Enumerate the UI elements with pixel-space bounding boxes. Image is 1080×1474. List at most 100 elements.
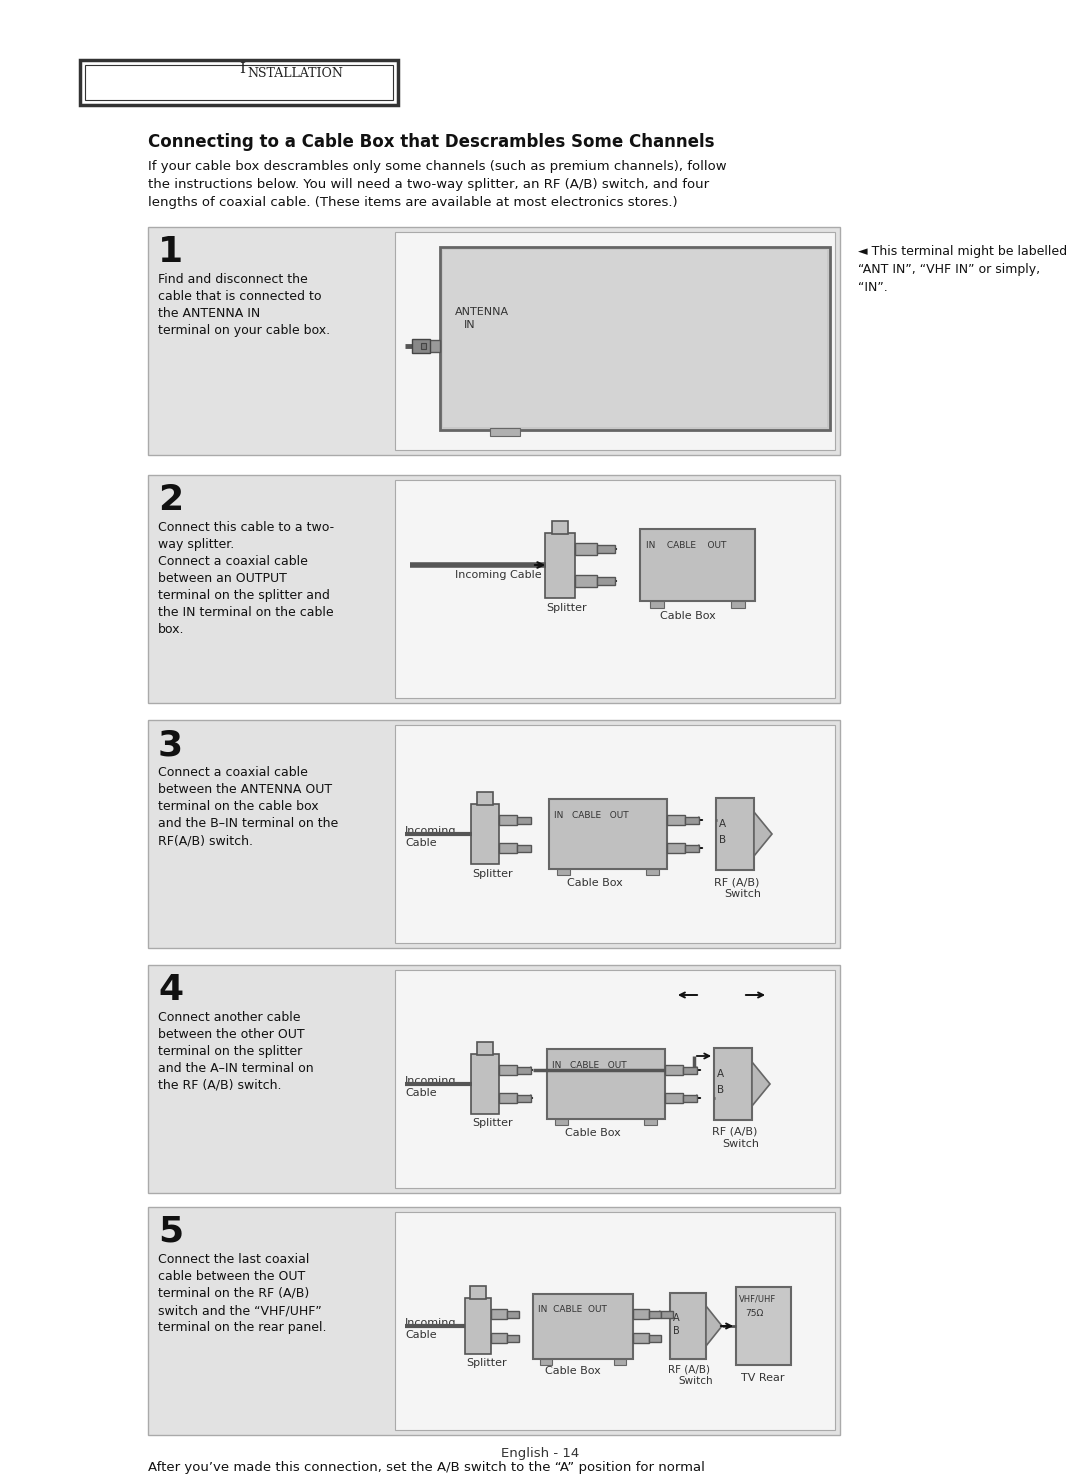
Bar [148, 1207, 840, 1436]
Text: Connect this cable to a two-: Connect this cable to a two- [158, 520, 334, 534]
Bar [685, 817, 699, 824]
Bar [683, 1067, 697, 1075]
Text: Connect the last coaxial: Connect the last coaxial [158, 1253, 309, 1266]
Text: 5: 5 [158, 1215, 184, 1248]
Text: Connect another cable: Connect another cable [158, 1011, 300, 1024]
Bar [650, 601, 664, 607]
Polygon shape [706, 1306, 723, 1346]
Bar [477, 1042, 492, 1055]
Bar [683, 1095, 697, 1103]
Text: Cable Box: Cable Box [660, 612, 716, 621]
Text: Splitter: Splitter [465, 1358, 507, 1368]
Bar [465, 1299, 491, 1355]
Text: “IN”.: “IN”. [858, 282, 888, 293]
Text: terminal on the rear panel.: terminal on the rear panel. [158, 1321, 326, 1334]
Text: Incoming Cable: Incoming Cable [455, 570, 542, 579]
Bar [615, 1359, 626, 1365]
Bar [395, 970, 835, 1188]
Text: 75Ω: 75Ω [745, 1309, 764, 1318]
Bar [148, 475, 840, 703]
Bar [517, 817, 531, 824]
Bar [471, 803, 499, 864]
Text: and the B–IN terminal on the: and the B–IN terminal on the [158, 817, 338, 830]
Text: IN  CABLE  OUT: IN CABLE OUT [538, 1304, 607, 1313]
Bar [633, 1332, 649, 1343]
Bar [507, 1335, 519, 1341]
Bar [549, 799, 667, 870]
Bar [575, 542, 597, 556]
Text: Splitter: Splitter [472, 870, 513, 879]
Text: TV Rear: TV Rear [741, 1372, 784, 1383]
Text: 1: 1 [158, 234, 184, 268]
Text: the ANTENNA IN: the ANTENNA IN [158, 307, 260, 320]
Text: Connecting to a Cable Box that Descrambles Some Channels: Connecting to a Cable Box that Descrambl… [148, 133, 715, 150]
Bar [557, 870, 570, 876]
Bar [649, 1335, 661, 1341]
Bar [685, 845, 699, 852]
Text: VHF/UHF: VHF/UHF [739, 1296, 777, 1304]
Text: RF (A/B): RF (A/B) [669, 1365, 710, 1375]
Text: Switch: Switch [724, 889, 761, 899]
Text: Splitter: Splitter [546, 603, 586, 613]
Text: I: I [239, 62, 245, 77]
Bar [499, 1066, 517, 1075]
Text: terminal on the RF (A/B): terminal on the RF (A/B) [158, 1287, 309, 1300]
Bar [490, 427, 519, 436]
Bar [534, 1294, 633, 1359]
Bar [80, 60, 399, 105]
Bar [491, 1332, 507, 1343]
Bar [499, 843, 517, 853]
Text: “ANT IN”, “VHF IN” or simply,: “ANT IN”, “VHF IN” or simply, [858, 262, 1040, 276]
Bar [148, 227, 840, 455]
Text: B: B [673, 1327, 679, 1335]
Bar [148, 965, 840, 1192]
Text: switch and the “VHF/UHF”: switch and the “VHF/UHF” [158, 1304, 322, 1316]
Text: If your cable box descrambles only some channels (such as premium channels), fol: If your cable box descrambles only some … [148, 161, 727, 172]
Text: between the ANTENNA OUT: between the ANTENNA OUT [158, 783, 333, 796]
Text: IN   CABLE   OUT: IN CABLE OUT [554, 811, 629, 820]
Text: terminal on your cable box.: terminal on your cable box. [158, 324, 330, 338]
Text: Connect a coaxial cable: Connect a coaxial cable [158, 766, 308, 778]
Bar [148, 719, 840, 948]
Text: RF (A/B): RF (A/B) [712, 1128, 757, 1136]
Bar [424, 340, 440, 352]
Bar [667, 843, 685, 853]
Text: Incoming
Cable: Incoming Cable [405, 825, 457, 848]
Text: Splitter: Splitter [472, 1117, 513, 1128]
Polygon shape [752, 1061, 770, 1106]
Text: terminal on the splitter: terminal on the splitter [158, 1045, 302, 1058]
Text: Cable Box: Cable Box [565, 1128, 621, 1138]
Bar [517, 845, 531, 852]
Text: Find and disconnect the: Find and disconnect the [158, 273, 308, 286]
Bar [421, 343, 426, 349]
Bar [517, 1095, 531, 1103]
Text: terminal on the cable box: terminal on the cable box [158, 800, 319, 814]
Text: A: A [673, 1313, 679, 1324]
Text: IN    CABLE    OUT: IN CABLE OUT [646, 541, 727, 550]
Bar [644, 1119, 657, 1125]
Bar [552, 520, 568, 534]
Bar [649, 1310, 661, 1318]
Bar [670, 1293, 706, 1359]
Bar [395, 725, 835, 943]
Text: Connect a coaxial cable: Connect a coaxial cable [158, 556, 308, 567]
Bar [545, 534, 575, 598]
Bar [633, 1309, 649, 1319]
Text: the RF (A/B) switch.: the RF (A/B) switch. [158, 1079, 282, 1092]
Bar [499, 1094, 517, 1103]
Text: A: A [719, 820, 726, 828]
Text: 2: 2 [158, 483, 184, 517]
Bar [597, 545, 615, 553]
Bar [440, 248, 831, 430]
Text: ANTENNA: ANTENNA [455, 307, 509, 317]
Bar [714, 1048, 752, 1120]
Text: RF(A/B) switch.: RF(A/B) switch. [158, 834, 253, 848]
Bar [575, 575, 597, 587]
Bar [555, 1119, 568, 1125]
Bar [546, 1049, 665, 1119]
Text: English - 14: English - 14 [501, 1447, 579, 1461]
Bar [411, 339, 430, 352]
Bar [395, 1212, 835, 1430]
Text: After you’ve made this connection, set the A/B switch to the “A” position for no: After you’ve made this connection, set t… [148, 1461, 705, 1474]
Text: ◄ This terminal might be labelled: ◄ This terminal might be labelled [858, 245, 1067, 258]
